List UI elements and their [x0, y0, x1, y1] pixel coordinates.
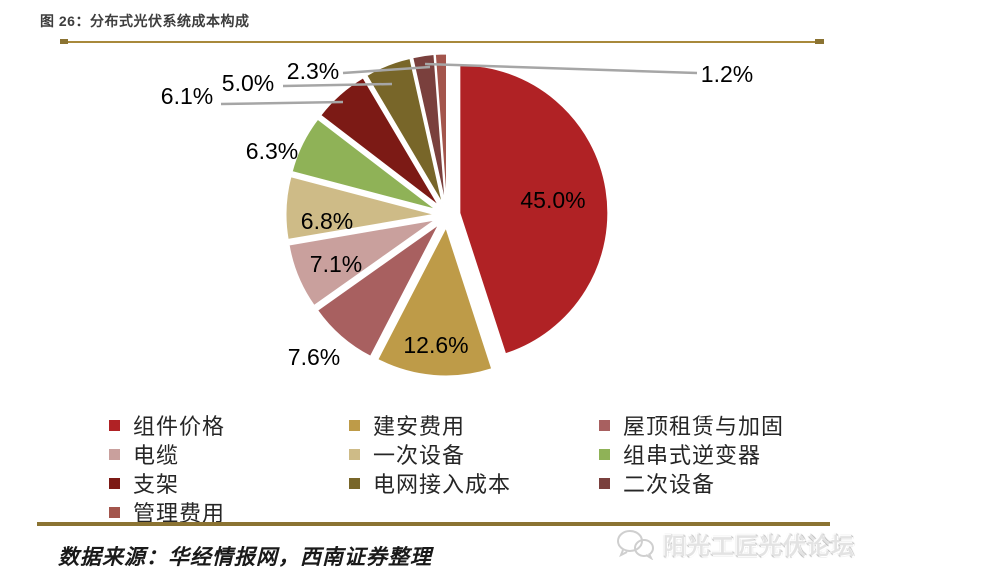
legend-swatch-4 — [109, 448, 120, 460]
legend-swatch-5 — [349, 448, 360, 460]
pie-slice-4 — [288, 219, 436, 307]
legend-item-7: 支架 — [109, 471, 179, 497]
legend-item-2: 建安费用 — [349, 413, 465, 439]
legend-swatch-2 — [349, 419, 360, 431]
slice-label-7: 6.1% — [161, 83, 213, 109]
legend-item-4: 电缆 — [109, 442, 179, 468]
legend-item-5: 一次设备 — [349, 442, 465, 468]
legend-label-10: 管理费用 — [133, 501, 226, 526]
rule-left-cap — [60, 39, 68, 44]
slice-label-4: 7.1% — [310, 251, 362, 277]
pie-slice-9 — [412, 54, 446, 203]
legend-label-8: 电网接入成本 — [373, 472, 512, 497]
legend-item-10: 管理费用 — [109, 500, 225, 526]
legend-label-4: 电缆 — [133, 443, 180, 468]
legend-label-6: 组串式逆变器 — [623, 443, 762, 468]
leader-line-9 — [342, 65, 431, 75]
watermark-text: 阳光工匠光伏论坛 — [663, 533, 855, 559]
pie-slice-2 — [377, 226, 493, 377]
legend-label-3: 屋顶租赁与加固 — [623, 414, 785, 439]
slice-label-3: 7.6% — [288, 344, 340, 370]
wechat-icon — [617, 530, 654, 560]
legend-item-3: 屋顶租赁与加固 — [599, 413, 784, 439]
slice-label-9: 2.3% — [287, 58, 339, 84]
legend-item-6: 组串式逆变器 — [599, 442, 761, 468]
legend-swatch-10 — [109, 506, 120, 518]
legend-swatch-1 — [109, 419, 120, 431]
slice-label-5: 6.8% — [301, 208, 353, 234]
legend-label-1: 组件价格 — [133, 414, 226, 439]
watermark: 阳光工匠光伏论坛 — [615, 527, 855, 561]
source-note: 数据来源：华经情报网，西南证券整理 — [58, 545, 432, 569]
legend-swatch-3 — [599, 419, 610, 431]
legend-label-2: 建安费用 — [373, 414, 466, 439]
pie-slice-7 — [320, 77, 439, 206]
figure-title: 图 26：分布式光伏系统成本构成 — [40, 13, 250, 29]
title-rule — [60, 39, 824, 44]
footer-rule — [37, 522, 830, 526]
legend-item-8: 电网接入成本 — [349, 471, 511, 497]
leader-line-7 — [220, 100, 344, 106]
slice-label-8: 5.0% — [222, 70, 274, 96]
legend-swatch-6 — [599, 448, 610, 460]
pie-slice-3 — [316, 224, 439, 357]
legend-item-9: 二次设备 — [599, 471, 715, 497]
leader-line-8 — [282, 82, 393, 88]
pie-slice-1 — [459, 64, 609, 355]
legend-label-9: 二次设备 — [623, 472, 716, 497]
slice-label-6: 6.3% — [246, 138, 298, 164]
legend-swatch-9 — [599, 477, 610, 489]
slice-label-10: 1.2% — [701, 61, 753, 87]
legend-label-5: 一次设备 — [373, 443, 466, 468]
legend-item-1: 组件价格 — [109, 413, 225, 439]
pie-slice-6 — [291, 118, 436, 210]
legend-swatch-7 — [109, 477, 120, 489]
rule-right-cap — [815, 39, 824, 44]
slice-label-2: 12.6% — [403, 332, 468, 358]
slice-label-1: 45.0% — [520, 187, 585, 213]
leader-line-10 — [424, 62, 698, 75]
legend-swatch-8 — [349, 477, 360, 489]
pie-slice-10 — [434, 53, 448, 203]
pie-slice-5 — [285, 176, 435, 240]
pie-slice-8 — [366, 57, 443, 204]
legend-label-7: 支架 — [133, 472, 180, 497]
